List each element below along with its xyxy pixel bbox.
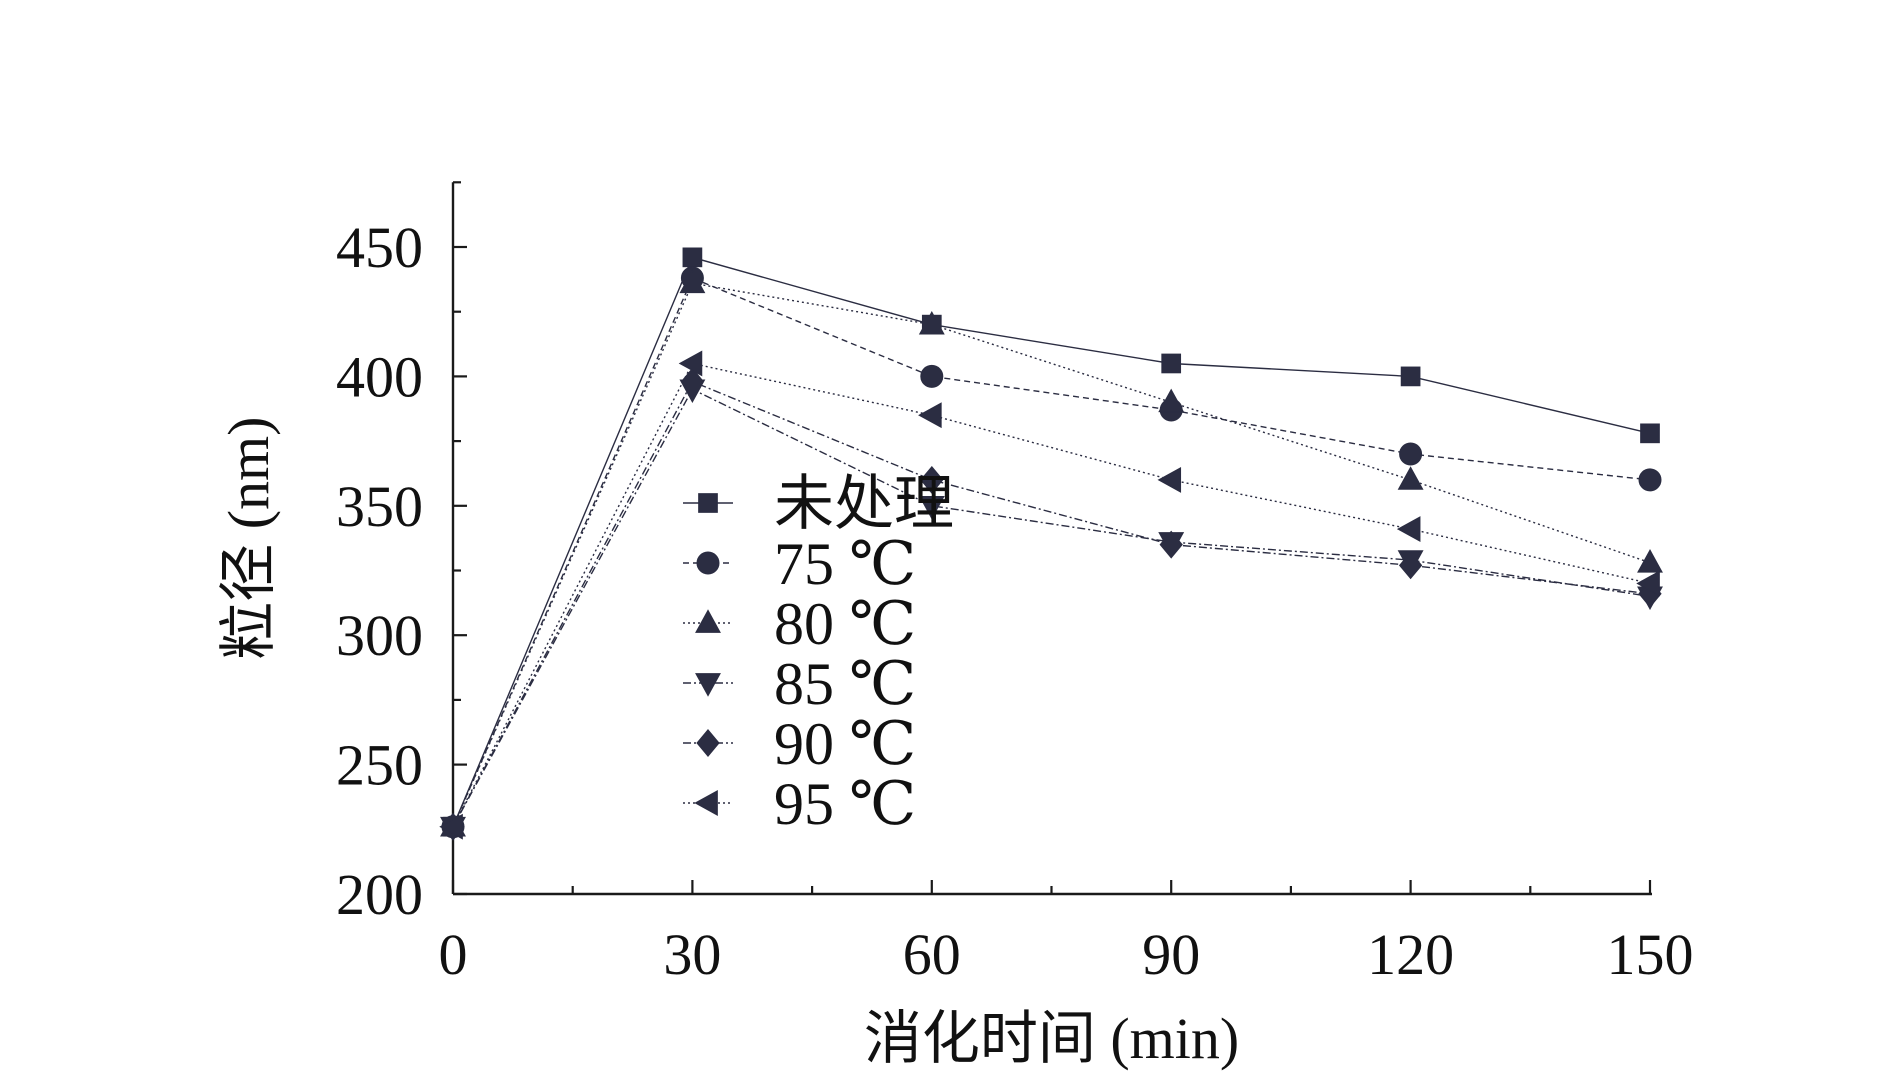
y-tick-label: 300: [336, 603, 423, 668]
x-tick-label: 120: [1367, 922, 1454, 987]
x-tick-label: 60: [903, 922, 961, 987]
series-line: [453, 389, 1650, 826]
data-point: [1398, 517, 1420, 541]
series-line: [453, 257, 1650, 826]
legend-item: 75 ℃: [683, 531, 916, 597]
legend-label: 95 ℃: [774, 771, 916, 837]
series-1: [444, 248, 1660, 836]
legend-item: 85 ℃: [683, 651, 916, 717]
series-line: [453, 283, 1650, 827]
legend-item: 95 ℃: [683, 771, 916, 837]
data-point: [921, 365, 943, 387]
series-layer: [440, 248, 1662, 840]
legend-marker: [696, 674, 720, 696]
data-point: [919, 403, 941, 427]
y-tick-label: 250: [336, 733, 423, 798]
legend-marker: [695, 791, 717, 815]
axes: 0 30 60 90 120 150 200 250 300 350 400 450: [336, 182, 1694, 987]
series-line: [453, 364, 1650, 827]
y-tick-label: 350: [336, 474, 423, 539]
legend-label: 85 ℃: [774, 651, 916, 717]
data-point: [1159, 468, 1181, 492]
legend-label: 未处理: [774, 471, 954, 537]
legend-item: 未处理: [683, 471, 954, 537]
data-point: [1639, 469, 1661, 491]
chart-container: 0 30 60 90 120 150 200 250 300 350 400 450 未处理 75 ℃ 8…: [0, 0, 1890, 1076]
data-point: [1162, 354, 1181, 373]
data-point: [1400, 443, 1422, 465]
legend-label: 75 ℃: [774, 531, 916, 597]
line-chart: 0 30 60 90 120 150200250300350400450 未处理75 ℃8…: [0, 0, 1890, 1076]
x-tick-label: 0: [439, 922, 468, 987]
data-point: [1399, 467, 1423, 489]
series-line: [453, 382, 1650, 827]
series-5: [442, 368, 1661, 840]
series-3: [441, 271, 1662, 836]
legend-label: 90 ℃: [774, 711, 916, 777]
x-tick-label: 150: [1607, 922, 1694, 987]
series-4: [441, 380, 1662, 839]
legend-label: 80 ℃: [774, 591, 916, 657]
data-point: [683, 248, 702, 267]
legend-marker: [699, 494, 718, 513]
y-axis-title: 粒径 (nm): [216, 417, 281, 660]
data-point: [1401, 367, 1420, 386]
y-tick-label: 400: [336, 344, 423, 409]
x-axis-title: 消化时间 (min): [864, 1006, 1239, 1071]
x-tick-label: 90: [1142, 922, 1200, 987]
legend-marker: [696, 610, 720, 632]
legend-marker: [697, 730, 719, 756]
y-tick-label: 200: [336, 862, 423, 927]
series-line: [453, 278, 1650, 827]
data-point: [1641, 424, 1660, 443]
data-point: [1159, 390, 1183, 412]
legend-item: 90 ℃: [683, 711, 916, 777]
legend-item: 80 ℃: [683, 591, 916, 657]
data-point: [1638, 550, 1662, 572]
legend-marker: [697, 552, 719, 574]
y-tick-label: 450: [336, 215, 423, 280]
series-2: [442, 267, 1661, 838]
series-6: [440, 351, 1659, 838]
x-tick-label: 30: [663, 922, 721, 987]
